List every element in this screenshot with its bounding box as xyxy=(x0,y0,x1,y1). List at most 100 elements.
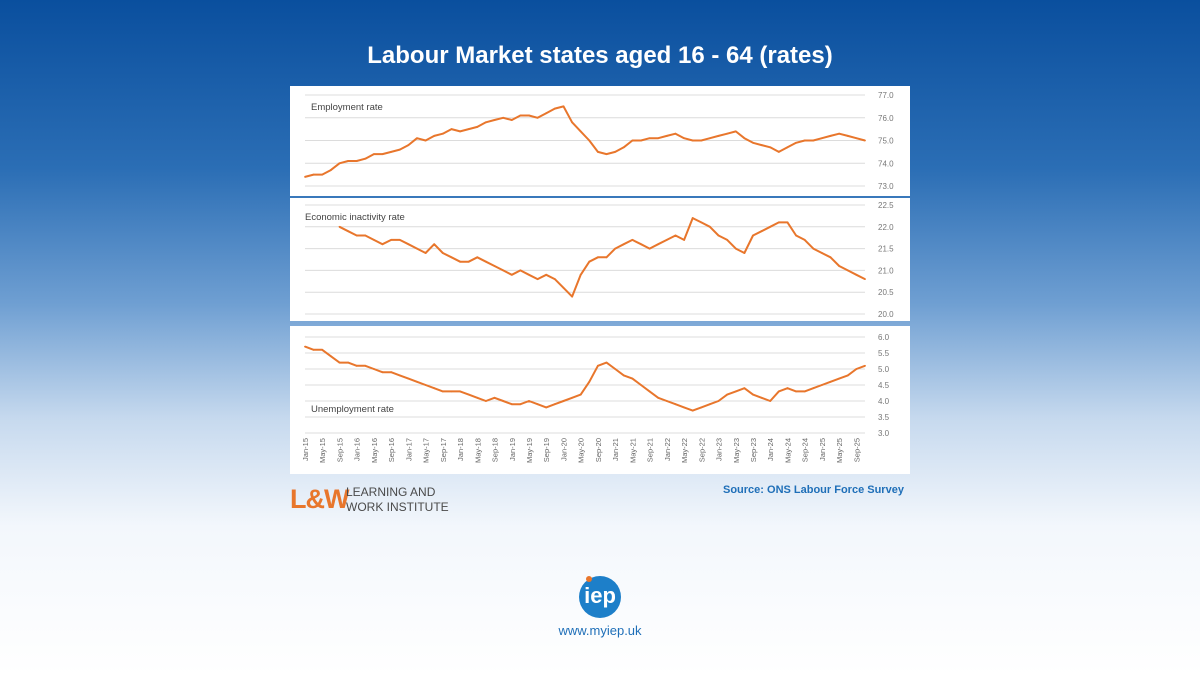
data-point xyxy=(855,137,858,140)
data-point xyxy=(777,390,780,393)
data-point xyxy=(398,148,401,151)
data-point xyxy=(743,252,746,254)
data-point xyxy=(450,128,453,131)
data-point xyxy=(665,238,668,241)
data-point xyxy=(424,139,427,142)
data-point xyxy=(416,137,418,140)
data-point xyxy=(717,135,720,137)
data-point xyxy=(648,247,651,250)
data-point xyxy=(777,150,780,153)
data-point xyxy=(657,243,660,246)
y-tick-label: 20.0 xyxy=(878,310,894,319)
data-point xyxy=(424,252,427,254)
data-point xyxy=(795,390,797,393)
data-point xyxy=(588,139,591,142)
data-point xyxy=(553,403,556,406)
data-point xyxy=(683,137,685,140)
series-line xyxy=(339,217,866,298)
data-point xyxy=(795,234,797,237)
data-point xyxy=(786,221,789,224)
data-point xyxy=(536,278,539,281)
data-point xyxy=(390,150,393,153)
x-tick-label: May-20 xyxy=(577,438,586,463)
y-tick-label: 21.5 xyxy=(878,245,894,254)
data-point xyxy=(709,225,711,228)
chart-title: Employment rate xyxy=(311,102,383,113)
data-point xyxy=(631,377,634,380)
x-tick-label: Jan-23 xyxy=(715,438,724,461)
data-point xyxy=(390,238,393,241)
y-tick-label: 6.0 xyxy=(878,333,890,342)
x-tick-label: Sep-22 xyxy=(697,438,706,462)
x-tick-label: Sep-17 xyxy=(439,438,448,462)
data-point xyxy=(829,135,832,137)
data-point xyxy=(717,234,720,237)
data-point xyxy=(476,256,479,259)
data-point xyxy=(640,139,642,142)
x-tick-label: May-23 xyxy=(732,438,741,463)
data-point xyxy=(622,146,625,149)
data-point xyxy=(493,265,496,267)
data-point xyxy=(588,380,591,383)
data-point xyxy=(467,260,470,263)
data-point xyxy=(726,132,729,135)
data-point xyxy=(829,380,832,383)
data-point xyxy=(821,384,823,386)
data-point xyxy=(614,150,617,153)
x-tick-label: May-15 xyxy=(318,438,327,463)
data-point xyxy=(726,393,729,396)
data-point xyxy=(812,139,815,142)
data-point xyxy=(304,345,306,348)
data-point xyxy=(803,139,806,142)
data-point xyxy=(622,374,625,377)
lw-logo-mark: L&W xyxy=(290,484,349,514)
lw-logo-line2: WORK INSTITUTE xyxy=(346,500,449,514)
data-point xyxy=(476,396,479,399)
x-tick-label: Sep-18 xyxy=(491,438,500,462)
website-link[interactable]: www.myiep.uk xyxy=(558,623,642,638)
data-point xyxy=(510,119,513,121)
data-point xyxy=(347,361,349,364)
data-point xyxy=(545,406,548,409)
x-tick-label: May-21 xyxy=(628,438,637,463)
x-tick-label: Sep-21 xyxy=(646,438,655,462)
x-tick-label: May-18 xyxy=(473,438,482,463)
chart-title: Economic inactivity rate xyxy=(305,212,405,223)
data-point xyxy=(579,393,582,396)
data-point xyxy=(769,146,772,149)
iep-logo-dot xyxy=(586,576,592,582)
data-point xyxy=(433,387,436,390)
y-tick-label: 5.0 xyxy=(878,365,890,374)
data-point xyxy=(829,256,832,259)
data-point xyxy=(734,390,737,393)
y-tick-label: 3.0 xyxy=(878,429,890,438)
data-point xyxy=(493,119,496,121)
x-tick-label: Sep-24 xyxy=(801,438,810,462)
data-point xyxy=(355,364,358,367)
data-point xyxy=(562,105,565,108)
data-point xyxy=(640,243,642,246)
data-point xyxy=(743,137,746,140)
data-point xyxy=(441,390,444,393)
data-point xyxy=(416,380,418,383)
data-point xyxy=(536,403,539,406)
x-tick-label: Sep-25 xyxy=(852,438,861,462)
data-point xyxy=(381,371,384,374)
data-point xyxy=(855,273,858,276)
data-point xyxy=(536,116,539,119)
data-point xyxy=(777,221,780,224)
data-point xyxy=(381,243,384,246)
y-tick-label: 74.0 xyxy=(878,159,894,168)
y-tick-label: 4.5 xyxy=(878,381,890,390)
x-tick-label: Sep-16 xyxy=(387,438,396,462)
data-point xyxy=(338,162,341,165)
data-point xyxy=(373,368,375,370)
data-point xyxy=(752,234,754,237)
data-point xyxy=(485,121,487,124)
data-point xyxy=(450,256,453,259)
data-point xyxy=(631,139,634,142)
data-point xyxy=(364,157,367,160)
data-point xyxy=(605,153,608,156)
data-point xyxy=(441,252,444,254)
chart-title: Unemployment rate xyxy=(311,404,394,415)
